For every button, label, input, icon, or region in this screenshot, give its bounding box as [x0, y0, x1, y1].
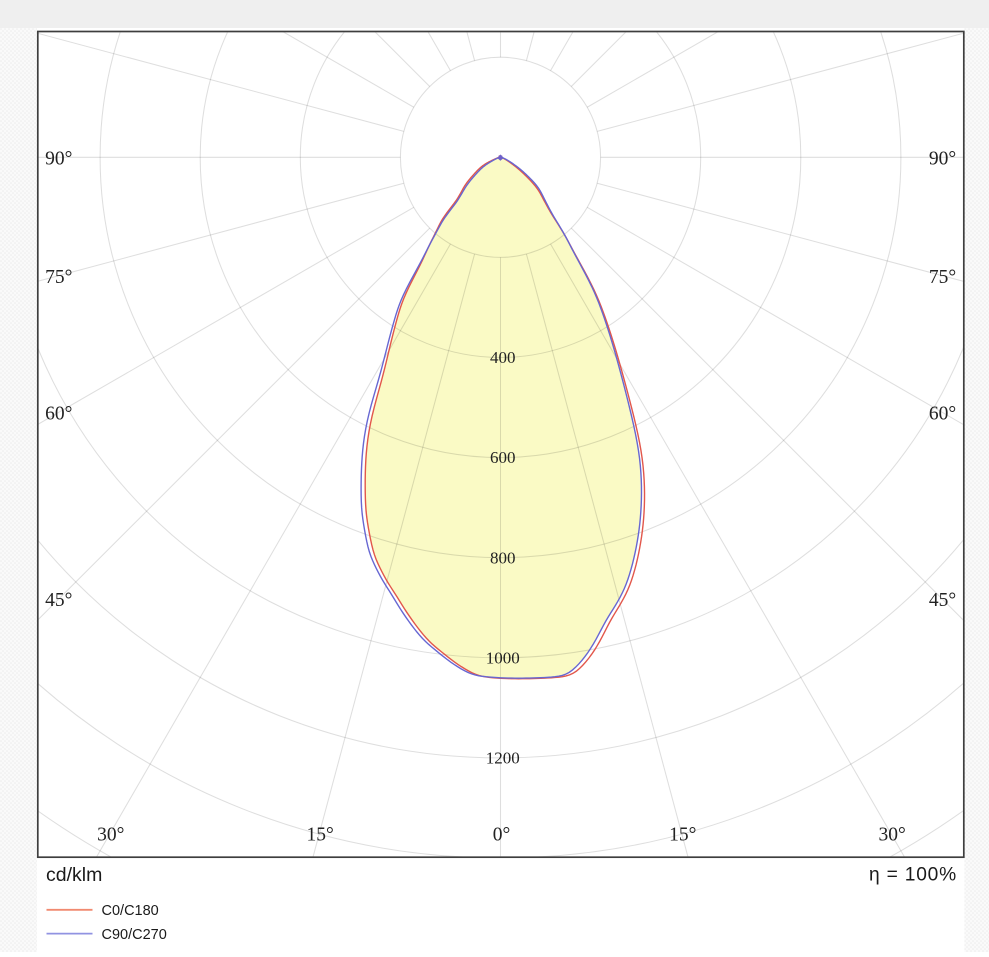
svg-text:800: 800 — [490, 548, 516, 567]
svg-text:C0/C180: C0/C180 — [102, 903, 159, 919]
svg-text:400: 400 — [490, 348, 516, 367]
svg-text:30°: 30° — [97, 824, 124, 845]
svg-text:90°: 90° — [45, 149, 72, 170]
svg-text:600: 600 — [490, 448, 516, 467]
svg-text:1000: 1000 — [486, 648, 520, 667]
svg-text:1200: 1200 — [486, 749, 520, 768]
svg-text:15°: 15° — [307, 824, 334, 845]
svg-text:75°: 75° — [929, 267, 956, 288]
svg-text:C90/C270: C90/C270 — [102, 927, 167, 943]
svg-text:45°: 45° — [929, 590, 956, 611]
svg-text:η = 100%: η = 100% — [869, 865, 957, 886]
svg-text:0°: 0° — [493, 824, 511, 845]
svg-text:30°: 30° — [879, 824, 906, 845]
svg-text:45°: 45° — [45, 590, 72, 611]
svg-text:60°: 60° — [929, 404, 956, 425]
svg-text:15°: 15° — [669, 824, 696, 845]
svg-text:75°: 75° — [45, 267, 72, 288]
svg-text:90°: 90° — [929, 149, 956, 170]
svg-text:cd/klm: cd/klm — [46, 864, 102, 886]
svg-text:60°: 60° — [45, 404, 72, 425]
